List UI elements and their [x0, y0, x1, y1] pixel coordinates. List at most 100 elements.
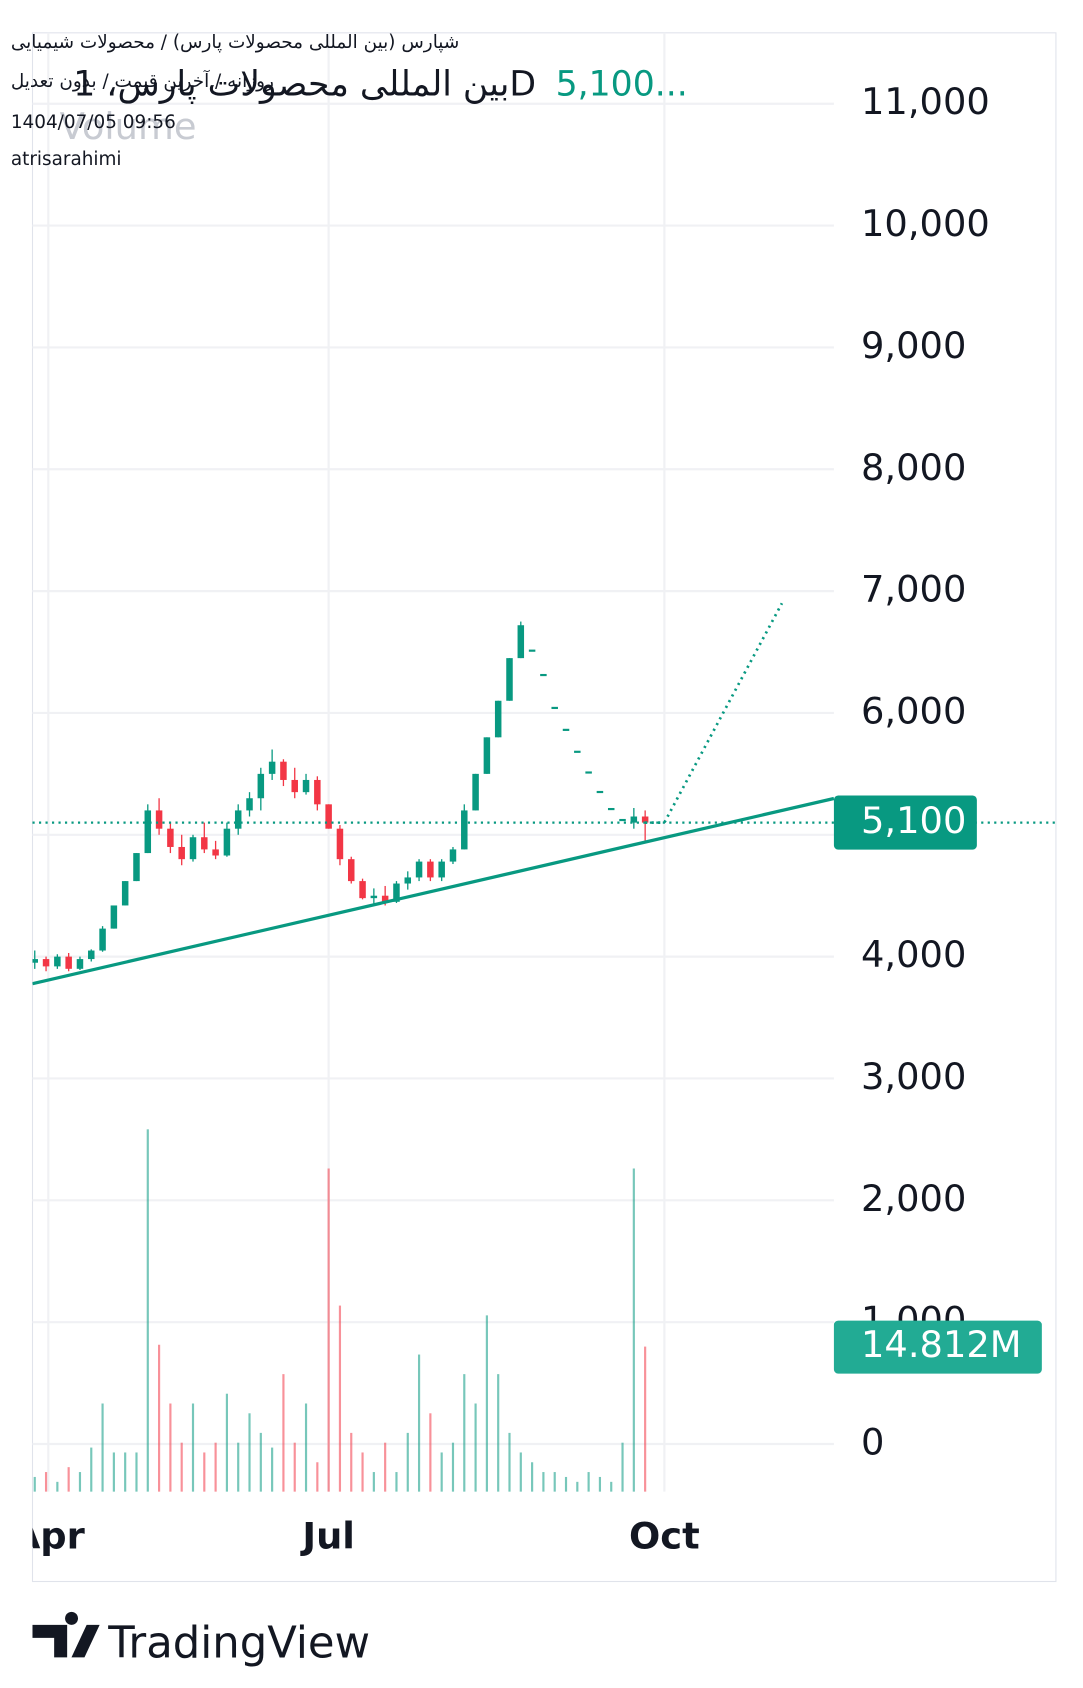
candle-body — [302, 779, 310, 793]
volume-bar — [451, 1442, 455, 1492]
volume-bar — [304, 1403, 308, 1492]
candle-body — [393, 883, 400, 902]
candle-body — [178, 846, 185, 860]
volume-bar — [429, 1413, 432, 1492]
candle-body — [438, 861, 445, 878]
volume-bar — [485, 1315, 488, 1492]
settings-line: روزانه / آخرین قیمت / بدون تعدیل — [11, 69, 274, 92]
volume-bar — [395, 1472, 398, 1492]
candle-body — [212, 849, 219, 856]
candle-body — [574, 750, 581, 753]
volume-bar — [191, 1403, 195, 1492]
volume-bar — [610, 1481, 613, 1492]
x-tick-label: Jul — [299, 1515, 355, 1558]
candle-body — [472, 773, 479, 811]
volume-bar — [158, 1344, 161, 1492]
candle-body — [234, 810, 242, 829]
candle-body — [359, 881, 366, 899]
volume-bar — [101, 1403, 104, 1492]
candle-body — [517, 625, 525, 659]
candle-body — [257, 773, 265, 799]
x-tick-label: Apr — [12, 1515, 86, 1558]
candle-body — [155, 810, 163, 829]
volume-label: 14.812M — [861, 1323, 1022, 1366]
candle-body — [325, 804, 332, 829]
header-price: 5,100... — [556, 65, 688, 105]
volume-bar — [248, 1413, 251, 1492]
volume-bar — [135, 1452, 138, 1492]
candle-body — [494, 700, 502, 738]
candle-body — [506, 658, 513, 701]
volume-bar — [497, 1374, 500, 1492]
candle-body — [630, 816, 638, 823]
volume-bar — [169, 1403, 172, 1492]
volume-bar — [180, 1442, 183, 1492]
volume-bar — [112, 1452, 115, 1492]
volume-bar — [78, 1472, 82, 1492]
volume-bar — [576, 1481, 579, 1492]
timestamp: 1404/07/05 09:56 — [11, 112, 176, 133]
candle-body — [540, 673, 547, 677]
volume-bar — [350, 1432, 353, 1492]
candle-body — [291, 779, 298, 793]
volume-bar — [553, 1472, 556, 1492]
y-tick-label: 8,000 — [861, 446, 966, 489]
volume-bar — [598, 1476, 602, 1492]
volume-bar — [90, 1447, 93, 1492]
candle-body — [596, 790, 604, 794]
candle-body — [551, 706, 558, 710]
volume-title: Volume — [60, 105, 197, 148]
volume-bar — [361, 1452, 364, 1492]
volume-bar — [542, 1472, 545, 1492]
candle-body — [585, 771, 592, 774]
symbol-line: شپارس (بین المللی محصولات پارس) / محصولا… — [11, 32, 459, 53]
candle-body — [381, 895, 389, 902]
volume-bar — [282, 1374, 285, 1492]
volume-bar — [644, 1346, 647, 1492]
candle-body — [280, 761, 287, 780]
x-tick-label: Oct — [629, 1515, 700, 1558]
candle-body — [121, 881, 129, 906]
candle-body — [189, 837, 197, 860]
candle-body — [449, 849, 457, 862]
brand: TradingView — [107, 1618, 370, 1668]
candle-body — [607, 807, 615, 811]
volume-bar — [214, 1442, 217, 1492]
volume-bar — [417, 1354, 421, 1492]
candle-body — [144, 810, 152, 854]
volume-bar — [621, 1442, 624, 1492]
volume-bar — [531, 1462, 534, 1492]
volume-bar — [508, 1432, 511, 1492]
candle-body — [483, 737, 491, 774]
volume-bar — [372, 1472, 375, 1492]
y-tick-label: 6,000 — [861, 689, 966, 732]
candle-body — [268, 761, 276, 774]
chart-title: بین المللی محصولات پارس، 1D — [73, 65, 536, 105]
volume-bar — [564, 1476, 568, 1492]
trendline — [32, 796, 835, 986]
y-tick-label: 10,000 — [861, 202, 990, 245]
frame — [31, 32, 1057, 1583]
candle-body — [88, 950, 95, 960]
candle-body — [246, 798, 253, 811]
candle-body — [528, 649, 536, 652]
y-tick-label: 3,000 — [861, 1055, 966, 1098]
candle-body — [415, 861, 423, 878]
volume-bar — [67, 1467, 70, 1492]
volume-bar — [33, 1476, 36, 1492]
volume-bar — [225, 1393, 228, 1492]
volume-bar — [406, 1432, 409, 1492]
volume-bar — [474, 1403, 477, 1492]
candle-body — [32, 959, 38, 963]
volume-bar — [271, 1447, 274, 1492]
volume-bar — [316, 1462, 319, 1492]
volume-bar — [203, 1452, 206, 1492]
candle-body — [348, 859, 355, 882]
volume-bar — [293, 1442, 296, 1492]
volume-bar — [338, 1305, 342, 1492]
price-label: 5,100 — [861, 799, 966, 842]
candle-body — [167, 828, 174, 847]
candle-body — [99, 928, 106, 951]
volume-bar — [632, 1168, 635, 1492]
